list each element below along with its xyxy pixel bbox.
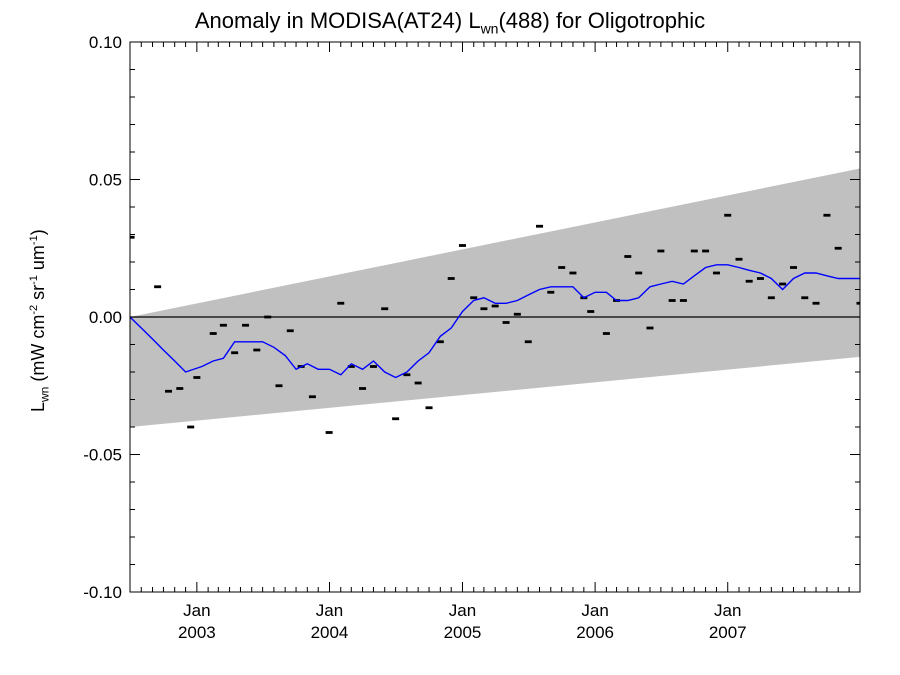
data-point — [347, 365, 355, 368]
data-point — [165, 389, 173, 393]
data-point — [209, 332, 217, 335]
data-point — [823, 213, 831, 217]
data-point — [447, 277, 455, 280]
data-point — [470, 296, 478, 300]
data-point — [801, 296, 809, 300]
data-point — [308, 395, 316, 399]
data-point — [381, 307, 389, 311]
data-point — [187, 425, 195, 429]
y-tick-label: 0.00 — [89, 308, 122, 327]
x-tick-label-year: 2007 — [709, 623, 747, 642]
data-point — [369, 365, 377, 368]
data-point — [668, 299, 676, 302]
x-tick-label-month: Jan — [183, 601, 210, 620]
chart-title: Anomaly in MODISA(AT24) Lwn(488) for Oli… — [0, 8, 900, 36]
data-point — [242, 323, 250, 327]
data-point — [812, 301, 820, 305]
data-point — [756, 277, 764, 280]
data-point — [679, 299, 687, 302]
data-point — [635, 271, 643, 275]
y-tick-label: 0.05 — [89, 171, 122, 190]
data-point — [436, 340, 444, 344]
data-point — [524, 340, 532, 344]
title-main: Anomaly in MODISA(AT24) L — [194, 8, 481, 33]
data-point — [425, 406, 433, 410]
series-line — [130, 264, 860, 379]
uncertainty-band — [130, 168, 860, 427]
data-point — [569, 271, 577, 275]
x-tick-label-year: 2005 — [444, 623, 482, 642]
data-point — [458, 244, 466, 247]
data-point — [624, 255, 632, 258]
title-subscript: wn — [480, 20, 499, 37]
x-tick-label-year: 2003 — [178, 623, 216, 642]
data-point — [745, 279, 753, 283]
data-point — [480, 307, 488, 311]
data-point — [702, 249, 710, 253]
data-point — [856, 301, 860, 305]
data-point — [657, 249, 665, 253]
data-point — [392, 417, 400, 421]
y-tick-label: 0.10 — [89, 33, 122, 52]
data-point — [587, 310, 595, 313]
data-point — [712, 271, 720, 275]
data-point — [547, 290, 555, 294]
data-point — [130, 235, 135, 239]
data-point — [536, 224, 544, 228]
data-point — [359, 387, 367, 390]
data-point — [337, 301, 345, 305]
x-tick-label-year: 2006 — [576, 623, 614, 642]
data-point — [790, 266, 798, 269]
data-point — [176, 387, 184, 390]
data-point — [491, 304, 499, 308]
data-point — [502, 321, 510, 324]
y-tick-label: -0.10 — [83, 583, 122, 602]
data-point — [264, 315, 272, 319]
x-tick-label-month: Jan — [449, 601, 476, 620]
data-point — [602, 332, 610, 335]
x-tick-label-year: 2004 — [311, 623, 349, 642]
data-point — [414, 381, 422, 385]
x-tick-label-month: Jan — [581, 601, 608, 620]
data-point — [154, 285, 162, 289]
data-point — [646, 326, 654, 330]
data-point — [286, 329, 294, 333]
data-point — [219, 323, 227, 327]
data-point — [403, 373, 411, 377]
data-point — [834, 246, 842, 250]
title-tail: (488) for Oligotrophic — [498, 8, 706, 33]
data-point — [767, 296, 775, 300]
data-point — [193, 376, 201, 379]
data-point — [253, 348, 261, 352]
data-point — [558, 266, 566, 269]
data-point — [779, 282, 787, 286]
data-point — [690, 249, 698, 253]
data-point — [724, 213, 732, 217]
x-tick-label-month: Jan — [714, 601, 741, 620]
x-tick-label-month: Jan — [316, 601, 343, 620]
data-point — [513, 312, 521, 316]
data-point — [325, 431, 333, 434]
y-tick-label: -0.05 — [83, 446, 122, 465]
data-point — [275, 384, 283, 388]
data-point — [231, 351, 239, 355]
data-point — [735, 257, 743, 261]
